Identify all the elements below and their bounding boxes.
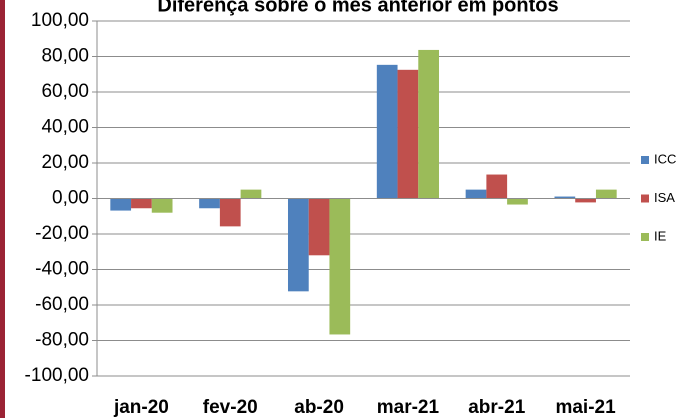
x-tick-label: mar-21 [377,397,440,418]
legend-swatch [641,156,649,164]
bar [465,189,487,199]
bar [219,198,241,227]
bar [131,198,152,209]
bar [397,69,419,199]
bar [507,198,528,205]
y-tick-label: 60,00 [41,81,89,102]
legend-label: ICC [654,151,676,166]
bar [554,196,576,199]
bar [486,174,508,199]
x-tick-label: abr-21 [468,397,525,418]
y-tick-label: -20,00 [35,223,89,244]
chart-title: Diferença sobre o mês anterior em pontos [157,0,558,16]
y-tick-label: 40,00 [41,117,89,138]
bar [287,198,309,292]
bar [376,64,398,199]
bar [308,198,330,256]
x-tick-label: fev-20 [203,397,258,418]
bar [595,189,617,199]
y-tick-label: 20,00 [41,152,89,173]
bar [151,198,173,213]
bar [329,198,351,335]
bar [110,198,132,211]
y-tick-label: 80,00 [41,46,89,67]
y-tick-label: 100,00 [31,10,89,31]
legend-label: ISA [654,190,675,205]
bar [575,198,596,203]
y-tick-label: -100,00 [25,365,89,386]
y-tick-label: -60,00 [35,294,89,315]
legend-label: IE [654,228,667,243]
x-tick-label: jan-20 [113,397,169,418]
bar [199,198,220,209]
side-bar [0,0,5,418]
bar [240,189,262,199]
x-tick-label: mai-21 [555,397,616,418]
legend-swatch [641,233,649,241]
legend-swatch [641,194,649,203]
y-tick-label: 0,00 [52,188,89,209]
bar [418,49,440,199]
x-tick-label: ab-20 [294,397,344,418]
y-tick-label: -80,00 [35,330,89,351]
y-tick-label: -40,00 [35,259,89,280]
